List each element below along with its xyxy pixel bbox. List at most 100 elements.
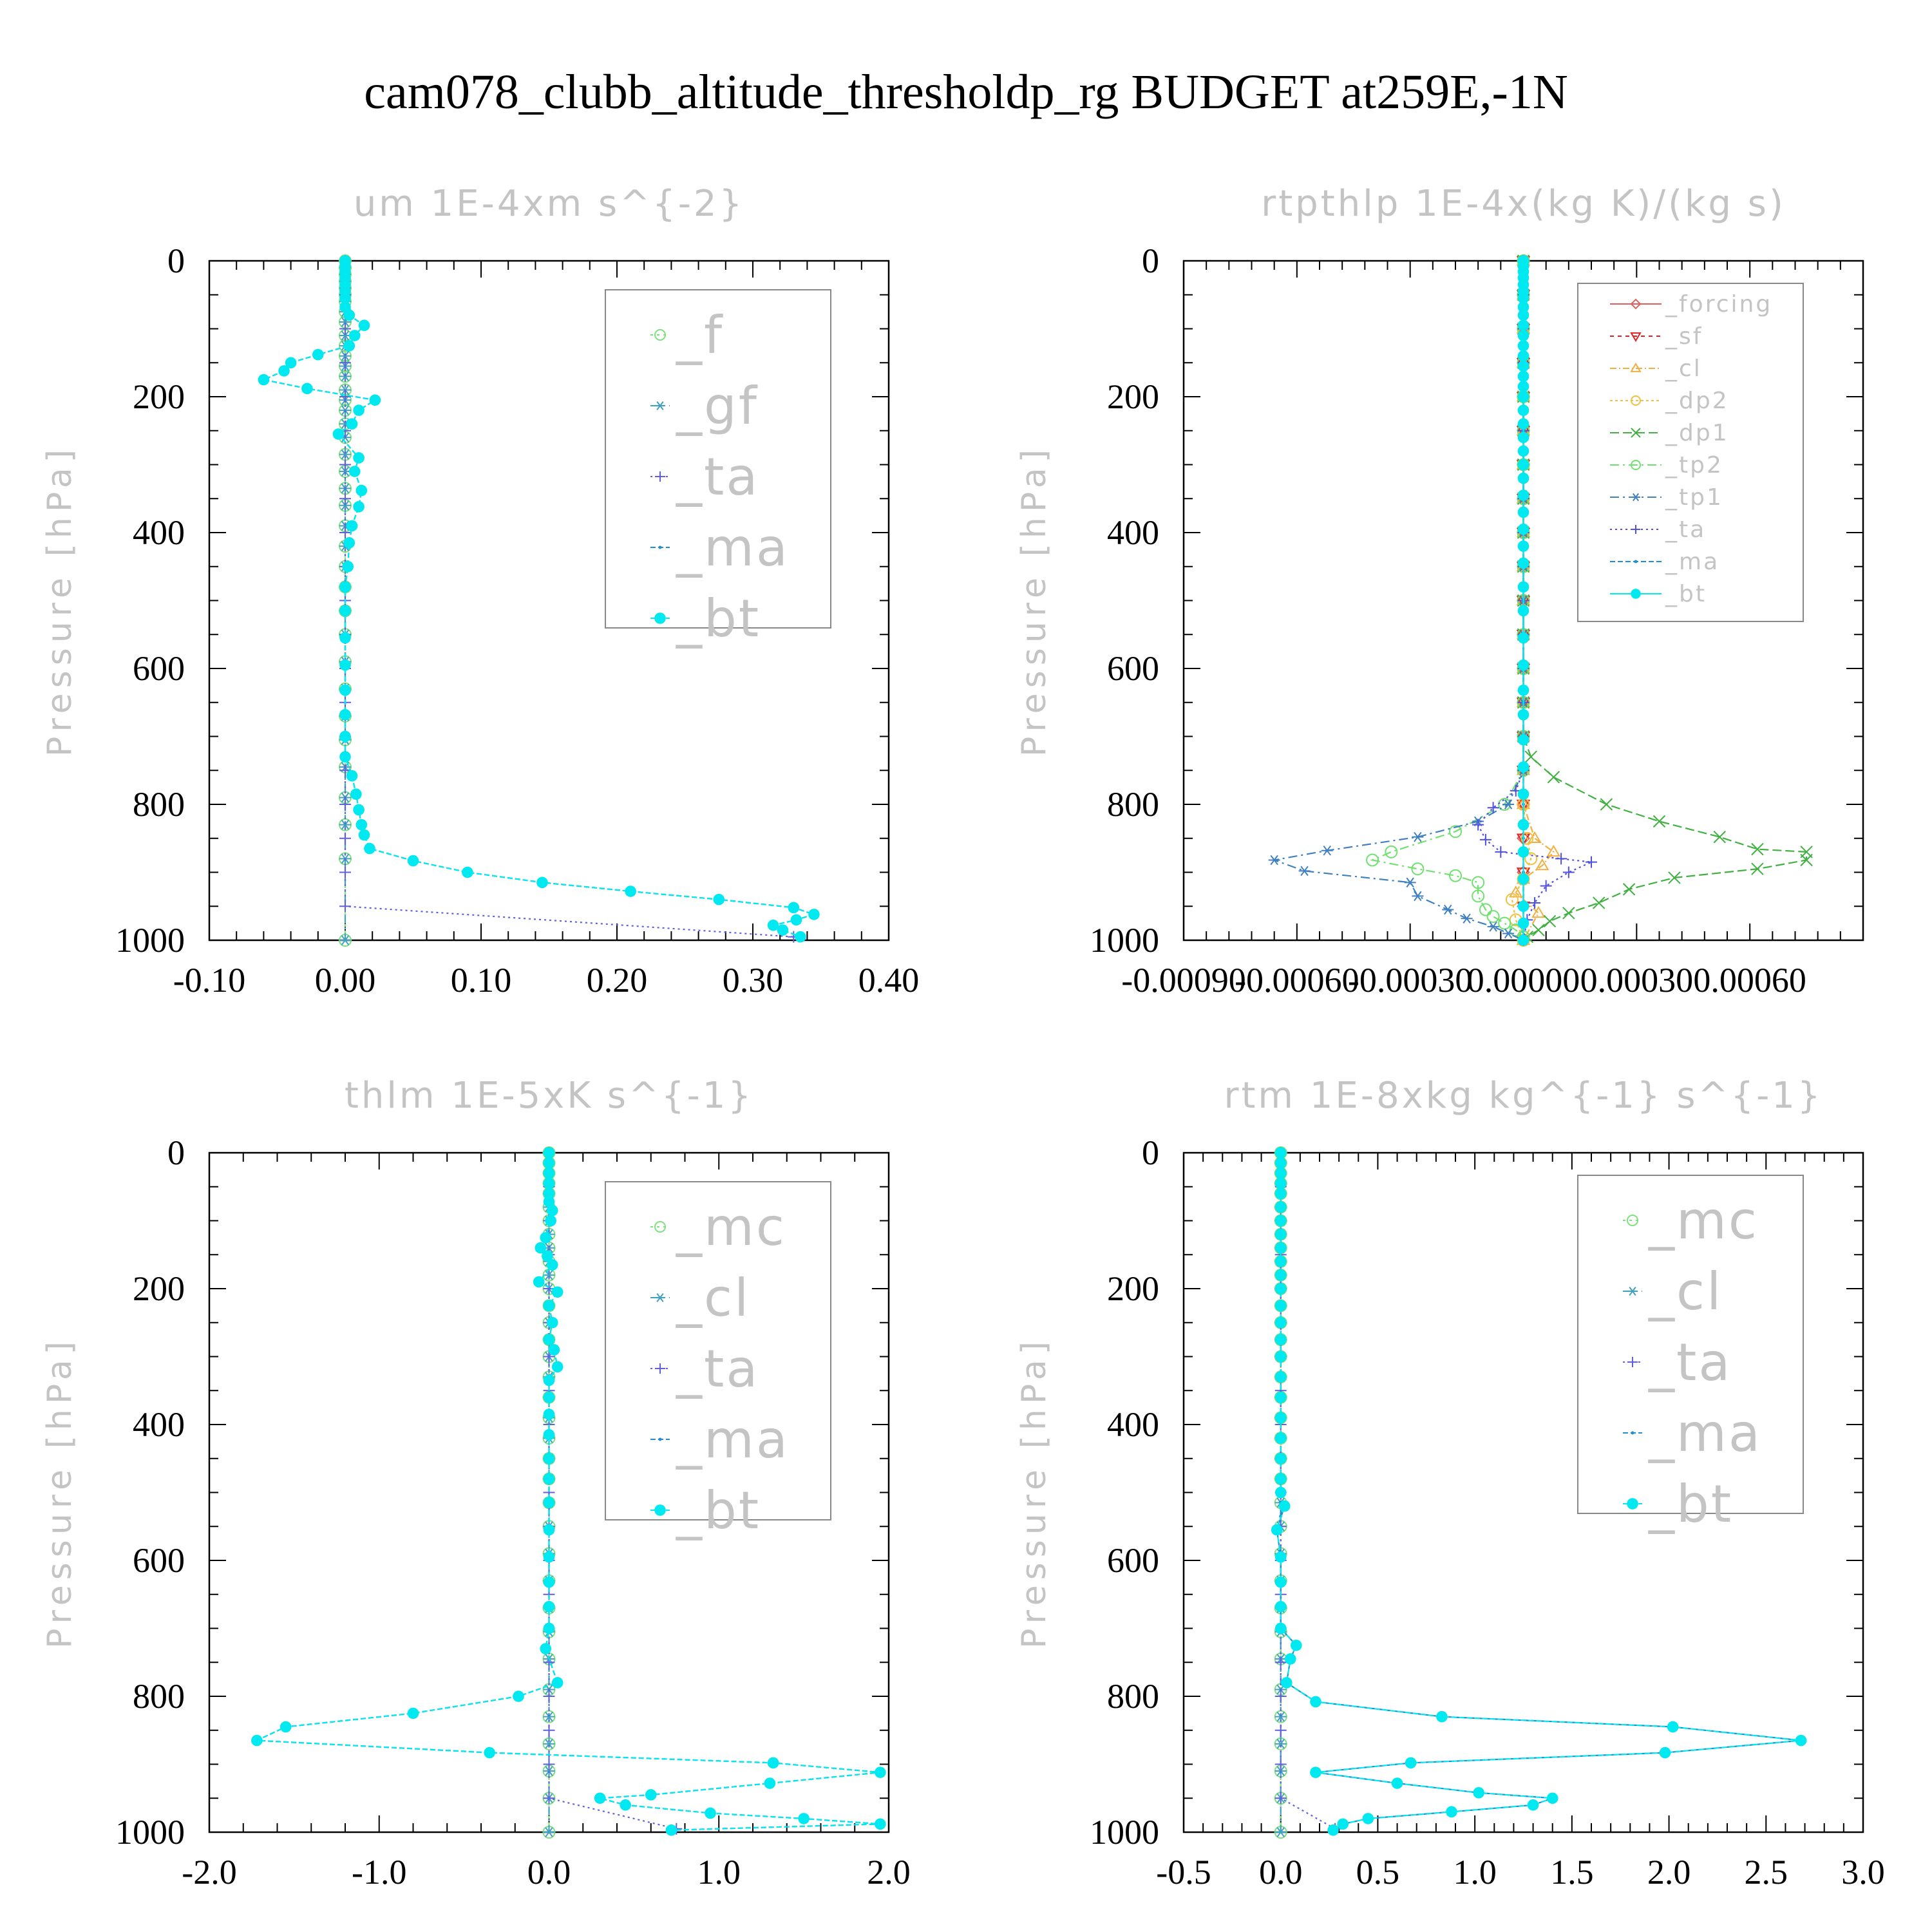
panel-1-series-gf-point — [339, 371, 351, 382]
panel-1-series-bt-point — [342, 560, 354, 573]
panel-2-series-bt-point — [1517, 761, 1530, 773]
panel-2-series-tp1-point-shape — [1502, 799, 1515, 810]
panel-4-series-bt-point-shape — [1527, 1799, 1539, 1811]
panel-3-ylabel: Pressure [hPa] — [41, 1336, 79, 1649]
panel-1-series-ta-point — [339, 323, 351, 335]
panel-1-series-bt-point — [353, 452, 365, 464]
panel-3-series-bt-point — [551, 1286, 564, 1298]
panel-1-series-bt-point-shape — [285, 357, 297, 369]
panel-2-legend-entry-forcing-label: _forcing — [1665, 291, 1772, 317]
panel-1-series-bt-point-shape — [339, 684, 351, 696]
panel-4-series-bt-point-shape — [1274, 1371, 1287, 1383]
panel-2-series-cl-point — [1531, 905, 1546, 918]
panel-3-series-ta-point — [543, 1690, 555, 1702]
panel-3-series-ta-point-shape — [543, 1758, 555, 1770]
panel-2-legend-entry-tp2-marker — [1631, 460, 1641, 470]
panel-1-legend-entry-ma-label: _ma — [676, 518, 790, 578]
panel-2-series-bt — [1517, 255, 1530, 946]
panel-1-series-bt-point — [355, 484, 368, 497]
panel-4-series-bt — [1271, 1147, 1807, 1836]
panel-2-series-dp1-point-shape — [1532, 923, 1545, 936]
panel-1-xtick-label: -0.10 — [173, 961, 245, 999]
panel-3-legend-entry-ta-label: _ta — [676, 1339, 759, 1399]
panel-4-series-cl-point-shape — [1274, 1827, 1287, 1837]
panel-1-series-bt-point — [788, 902, 800, 914]
panel-4-xtick-label: 3.0 — [1841, 1853, 1885, 1891]
panel-2-series-bt-point — [1517, 540, 1530, 552]
panel-4-series-bt-point-shape — [1391, 1777, 1403, 1789]
panel-2-xtick-label: 0.00030 — [1580, 961, 1694, 999]
panel-3-legend-entry-cl-label: _cl — [676, 1268, 750, 1328]
panel-2-series-tp1-point — [1502, 799, 1515, 810]
panel-3-legend: _mc _cl _ta _ma _bt — [605, 1181, 831, 1540]
panel-2-series-bt-point-shape — [1517, 391, 1530, 402]
panel-3-series-bt-point-shape — [546, 1316, 558, 1329]
panel-4-series-bt-point-shape — [1362, 1813, 1374, 1824]
panel-1-series-bt-point — [536, 876, 548, 889]
panel-4-series-bt-point-shape — [1274, 1300, 1287, 1312]
panel-4-legend-entry-mc-marker — [1627, 1215, 1638, 1226]
panel-2-legend-entry-dp2-marker — [1631, 395, 1641, 406]
panel-3-series-bt-point-shape — [875, 1818, 886, 1830]
panel-3-series-bt-point — [543, 1177, 555, 1189]
panel-2-series-bt-point — [1517, 319, 1530, 332]
panel-3-series-bt-point — [543, 1334, 555, 1345]
panel-2-series-ta-point — [1479, 833, 1492, 846]
panel-2-series-dp1-point — [1600, 798, 1613, 811]
panel-4-series-bt-point-shape — [1310, 1696, 1321, 1708]
panel-3-series-bt-point — [543, 1452, 555, 1464]
panel-2-series-dp1-point-shape — [1600, 798, 1613, 811]
panel-1-legend-entry-ta: _ta — [650, 447, 757, 507]
panel-4-series-bt-point — [1274, 1201, 1287, 1213]
panel-2-series-tp2-point-shape — [1449, 869, 1462, 882]
panel-4-series-bt-point-shape — [1327, 1824, 1339, 1836]
panel-4-series-bt-point — [1527, 1799, 1539, 1811]
panel-2-legend-entry-cl: _cl — [1610, 355, 1700, 382]
panel-3-series-bt-point-shape — [543, 1551, 555, 1563]
panel-4-series-ta-point — [1274, 1690, 1287, 1702]
panel-2-series-ta-point-shape — [1472, 819, 1484, 831]
panel-2-series-dp2-point-shape — [1520, 831, 1534, 845]
panel-4-ytick-label: 0 — [1142, 1133, 1159, 1172]
panel-2-ylabel: Pressure [hPa] — [1015, 444, 1054, 757]
panel-3-series-bt-point — [665, 1824, 677, 1836]
panel-1-series-bt-point-shape — [339, 659, 351, 671]
panel-2-series-ta-point-shape — [1495, 846, 1507, 858]
panel-4-series-bt-point — [1278, 1500, 1291, 1512]
panel-2-series-tp2-point — [1411, 862, 1425, 876]
panel-4-series-bt-point-shape — [1284, 1653, 1296, 1665]
panel-4-series-bt-point-shape — [1274, 1167, 1287, 1179]
panel-3-xtick-label: -1.0 — [352, 1853, 406, 1891]
panel-4-series-bt-point — [1795, 1734, 1807, 1747]
panel-2-legend-entry-sf-marker-shape — [1630, 332, 1642, 342]
panel-1-series-ta-point-shape — [339, 459, 351, 471]
panel-3-series-bt-point-shape — [705, 1807, 716, 1819]
panel-2-series-tp1-point — [1487, 922, 1499, 932]
panel-2-legend-entry-bt-marker — [1631, 589, 1641, 599]
panel-3-series-bt-point-shape — [543, 1177, 555, 1189]
panel-4-series-bt-point — [1274, 1167, 1287, 1179]
panel-2-series-tp2-point — [1472, 889, 1485, 903]
panel-1-legend-entry-ma-marker — [658, 545, 662, 549]
panel-2-series-ta-point-shape — [1540, 880, 1552, 892]
panel-3-series-ta-point-shape — [543, 1792, 555, 1804]
panel-3-series-bt-point — [620, 1799, 631, 1811]
panel-2-series-bt-point-shape — [1517, 788, 1530, 800]
panel-1-series-bt-point-shape — [536, 876, 548, 889]
panel-1-series-bt-point — [332, 428, 345, 440]
panel-1-series-bt-point — [353, 501, 365, 513]
panel-2-series-tp2-point-shape — [1385, 845, 1398, 858]
panel-3-series-bt-point — [543, 1300, 555, 1312]
panel-1-series-ta-point — [339, 866, 351, 878]
panel-4-series-bt-point — [1310, 1696, 1321, 1708]
panel-2-xtick-label: 0.00000 — [1467, 961, 1580, 999]
panel-1-series-bt-point — [339, 632, 351, 644]
panel-2-series-cl-point — [1535, 858, 1549, 871]
panel-4-legend-entry-cl-marker-shape — [1627, 1287, 1638, 1296]
panel-2-legend-entry-dp2-label: _dp2 — [1665, 388, 1729, 414]
panel-3-series-bt-point — [543, 1188, 555, 1200]
panel-4-legend-entry-cl-label: _cl — [1648, 1262, 1723, 1321]
panel-4-series-bt-point-shape — [1310, 1766, 1321, 1778]
panel-2-series-tp2-point-shape — [1479, 903, 1492, 916]
panel-2-legend-entry-tp1: _tp1 — [1610, 484, 1721, 511]
